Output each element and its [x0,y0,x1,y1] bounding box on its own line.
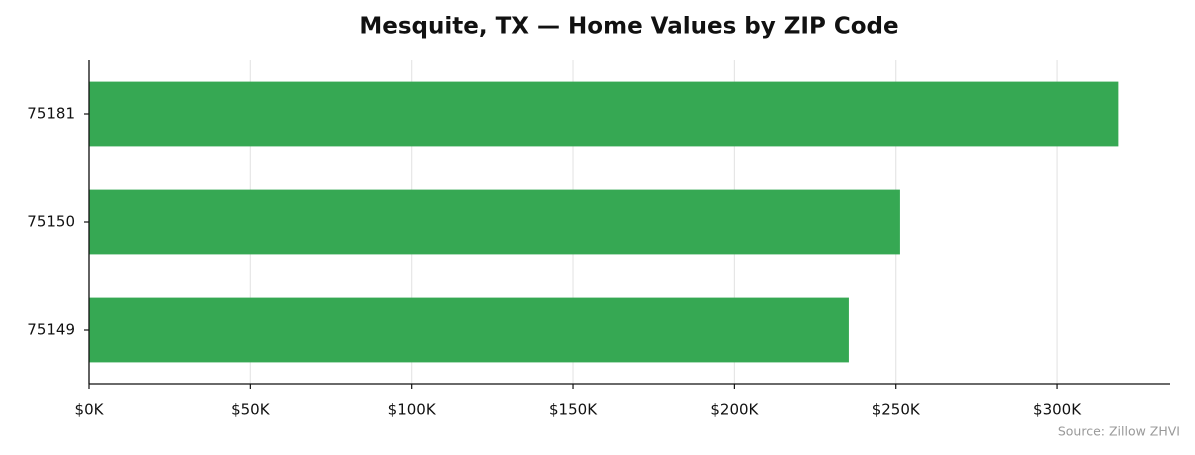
source-note: Source: Zillow ZHVI [1058,424,1180,439]
chart-title: Mesquite, TX — Home Values by ZIP Code [359,14,898,40]
y-tick-label: 75149 [27,321,75,339]
x-tick-label: $200K [710,401,759,419]
x-tick-label: $100K [388,401,437,419]
x-tick-label: $150K [549,401,598,419]
x-tick-label: $0K [75,401,105,419]
bar [89,81,1119,147]
x-tick-label: $250K [872,401,921,419]
bar [89,189,900,255]
x-tick-label: $300K [1033,401,1082,419]
x-tick-label: $50K [231,401,271,419]
bar [89,297,849,363]
y-tick-label: 75150 [27,213,75,231]
y-tick-label: 75181 [27,105,75,123]
